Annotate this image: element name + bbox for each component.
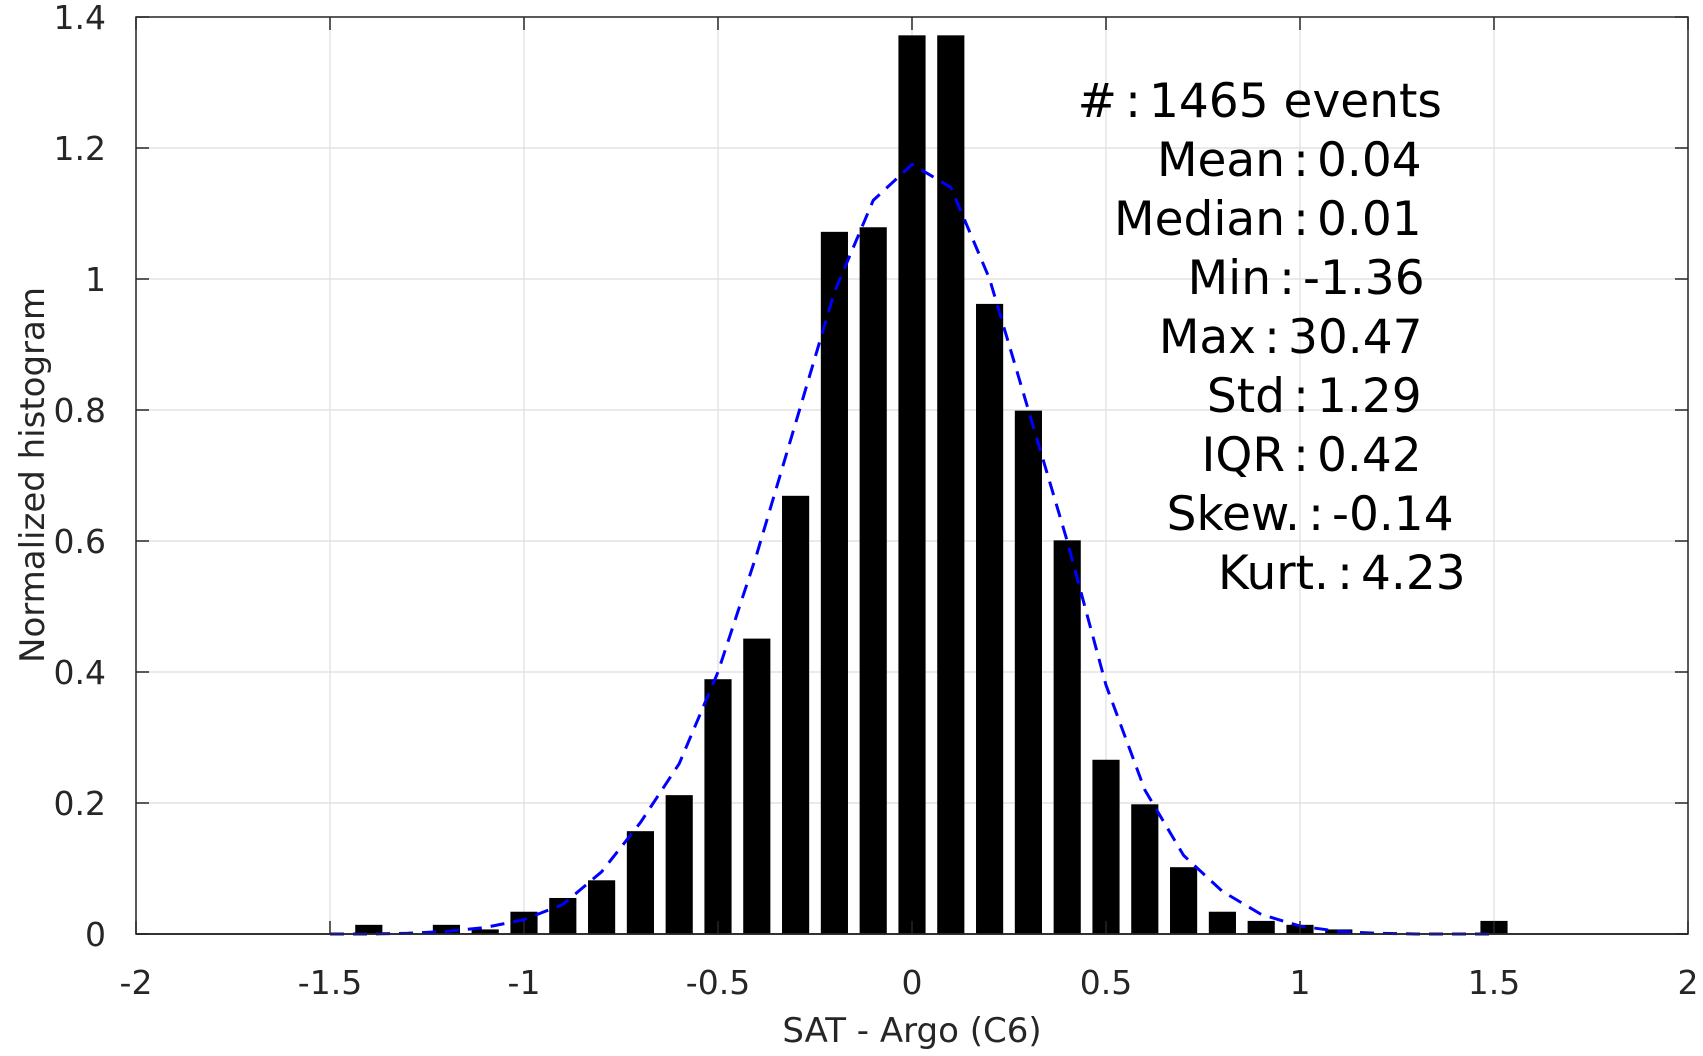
histogram-bar: [937, 35, 965, 934]
histogram-bar: [1053, 540, 1081, 934]
y-axis-ticks: 0 0.2 0.4 0.6 0.8 1 1.2 1.4: [54, 0, 1688, 954]
histogram-bar: [1131, 804, 1159, 934]
x-tick-label: -1: [508, 963, 541, 1002]
histogram-bar: [355, 924, 383, 934]
stat-value: 0.04: [1317, 133, 1422, 188]
stat-separator: :: [1293, 192, 1309, 247]
histogram-bar: [588, 880, 616, 934]
stat-separator: :: [1125, 74, 1141, 129]
x-tick-label: -2: [120, 963, 153, 1002]
stat-separator: :: [1293, 133, 1309, 188]
stat-label: Min: [1188, 251, 1271, 306]
stat-value: 4.23: [1361, 546, 1466, 601]
histogram-bar: [1014, 410, 1042, 934]
x-axis-label: SAT - Argo (C6): [782, 1011, 1041, 1051]
histogram-bar: [665, 795, 693, 934]
histogram-bar: [1247, 920, 1275, 934]
histogram-bar: [898, 35, 926, 934]
stat-label: #: [1078, 74, 1117, 129]
x-tick-label: 0: [902, 963, 923, 1002]
y-tick-label: 0: [85, 915, 106, 954]
histogram-bar: [626, 831, 654, 934]
y-axis-label: Normalized histogram: [13, 287, 53, 663]
histogram-bar: [743, 638, 771, 934]
stat-value: -1.36: [1303, 251, 1425, 306]
stat-separator: :: [1308, 487, 1324, 542]
y-tick-label: 0.2: [54, 784, 106, 823]
stat-value: 30.47: [1288, 310, 1423, 365]
histogram-bar: [782, 495, 810, 934]
histogram-bar: [471, 929, 499, 934]
x-tick-label: -1.5: [298, 963, 362, 1002]
stat-value: -0.14: [1332, 487, 1454, 542]
y-tick-label: 0.8: [54, 391, 106, 430]
stat-label: Mean: [1157, 133, 1285, 188]
stat-value: 0.01: [1317, 192, 1422, 247]
stat-label: Kurt.: [1218, 546, 1329, 601]
stat-separator: :: [1293, 369, 1309, 424]
x-tick-label: 2: [1678, 963, 1699, 1002]
x-tick-label: -0.5: [686, 963, 750, 1002]
histogram-bar: [432, 924, 460, 934]
stat-separator: :: [1264, 310, 1280, 365]
histogram-bar: [859, 227, 887, 934]
stat-value: 1.29: [1317, 369, 1422, 424]
x-axis-ticks: -2 -1.5 -1 -0.5 0 0.5 1 1.5 2: [120, 17, 1699, 1002]
stat-label: IQR: [1201, 428, 1285, 483]
stat-separator: :: [1337, 546, 1353, 601]
y-tick-label: 1.4: [54, 0, 106, 37]
stat-separator: :: [1279, 251, 1295, 306]
stat-separator: :: [1293, 428, 1309, 483]
stat-value: 1465 events: [1149, 74, 1442, 129]
x-tick-label: 0.5: [1080, 963, 1132, 1002]
stat-label: Max: [1159, 310, 1256, 365]
y-tick-label: 1: [85, 260, 106, 299]
histogram-bar: [704, 679, 732, 934]
histogram-bar: [1208, 911, 1236, 934]
stat-value: 0.42: [1317, 428, 1422, 483]
stat-label: Skew.: [1167, 487, 1300, 542]
y-tick-label: 0.4: [54, 653, 106, 692]
histogram-bars: [355, 35, 1508, 935]
histogram-bar: [1092, 759, 1120, 934]
x-tick-label: 1.5: [1468, 963, 1520, 1002]
x-tick-label: 1: [1290, 963, 1311, 1002]
y-tick-label: 1.2: [54, 129, 106, 168]
histogram-bar: [1170, 867, 1198, 934]
y-tick-label: 0.6: [54, 522, 106, 561]
stat-label: Median: [1114, 192, 1285, 247]
histogram-bar: [820, 231, 848, 935]
histogram-bar: [976, 303, 1004, 934]
stat-label: Std: [1207, 369, 1285, 424]
